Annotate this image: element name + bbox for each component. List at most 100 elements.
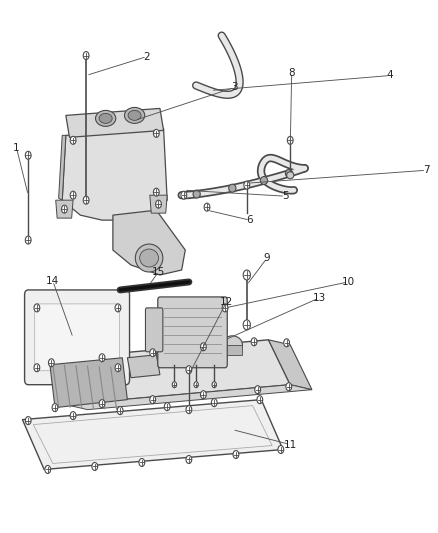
Ellipse shape bbox=[193, 190, 200, 198]
Circle shape bbox=[34, 364, 40, 372]
Ellipse shape bbox=[155, 344, 172, 359]
Circle shape bbox=[172, 382, 177, 387]
Circle shape bbox=[70, 411, 76, 419]
Circle shape bbox=[83, 196, 89, 204]
Ellipse shape bbox=[177, 343, 193, 357]
Ellipse shape bbox=[124, 108, 145, 123]
Text: 5: 5 bbox=[282, 191, 289, 201]
Circle shape bbox=[243, 320, 251, 330]
Text: 12: 12 bbox=[220, 297, 233, 307]
Polygon shape bbox=[22, 400, 283, 470]
FancyBboxPatch shape bbox=[25, 290, 130, 385]
Circle shape bbox=[25, 151, 31, 159]
Text: 10: 10 bbox=[342, 277, 355, 287]
Polygon shape bbox=[150, 195, 167, 213]
Ellipse shape bbox=[140, 249, 159, 267]
Polygon shape bbox=[62, 128, 167, 220]
FancyBboxPatch shape bbox=[158, 297, 227, 368]
Circle shape bbox=[284, 339, 290, 347]
Ellipse shape bbox=[95, 110, 116, 126]
Polygon shape bbox=[177, 350, 193, 360]
Polygon shape bbox=[59, 135, 66, 200]
Circle shape bbox=[243, 270, 251, 280]
Circle shape bbox=[83, 52, 89, 60]
Circle shape bbox=[287, 136, 293, 144]
Text: 3: 3 bbox=[231, 83, 238, 92]
Ellipse shape bbox=[260, 176, 268, 184]
Text: 14: 14 bbox=[46, 276, 60, 286]
Polygon shape bbox=[155, 352, 172, 362]
Circle shape bbox=[25, 417, 31, 425]
Ellipse shape bbox=[99, 114, 112, 123]
Polygon shape bbox=[56, 200, 73, 218]
Circle shape bbox=[286, 383, 292, 391]
Circle shape bbox=[139, 458, 145, 466]
Circle shape bbox=[92, 463, 98, 471]
Text: 11: 11 bbox=[284, 440, 297, 449]
Circle shape bbox=[186, 406, 192, 414]
Text: 8: 8 bbox=[288, 68, 295, 77]
Circle shape bbox=[244, 181, 250, 189]
Circle shape bbox=[255, 386, 261, 394]
Circle shape bbox=[99, 354, 105, 362]
Polygon shape bbox=[113, 210, 185, 275]
Ellipse shape bbox=[135, 244, 163, 272]
Circle shape bbox=[150, 395, 155, 403]
Circle shape bbox=[186, 456, 192, 464]
Circle shape bbox=[233, 450, 239, 458]
Circle shape bbox=[186, 366, 192, 374]
Circle shape bbox=[49, 359, 54, 367]
Polygon shape bbox=[222, 345, 243, 355]
Text: 1: 1 bbox=[13, 143, 20, 154]
Ellipse shape bbox=[229, 184, 236, 192]
Polygon shape bbox=[44, 340, 290, 405]
Polygon shape bbox=[127, 355, 160, 378]
Polygon shape bbox=[66, 385, 312, 410]
FancyBboxPatch shape bbox=[35, 304, 120, 371]
Text: 15: 15 bbox=[152, 267, 165, 277]
Circle shape bbox=[45, 465, 51, 473]
Text: 9: 9 bbox=[264, 253, 270, 263]
Circle shape bbox=[222, 304, 228, 312]
Circle shape bbox=[25, 236, 31, 244]
Circle shape bbox=[201, 391, 206, 399]
Ellipse shape bbox=[128, 110, 141, 120]
Text: 2: 2 bbox=[144, 52, 150, 61]
Text: 6: 6 bbox=[247, 215, 253, 225]
Circle shape bbox=[70, 136, 76, 144]
Circle shape bbox=[115, 364, 121, 372]
Circle shape bbox=[212, 382, 216, 387]
Circle shape bbox=[204, 203, 210, 211]
Circle shape bbox=[257, 395, 263, 403]
Text: 7: 7 bbox=[423, 165, 430, 175]
Circle shape bbox=[52, 403, 58, 411]
Polygon shape bbox=[268, 340, 312, 390]
Circle shape bbox=[34, 304, 40, 312]
Circle shape bbox=[181, 191, 187, 199]
Circle shape bbox=[153, 188, 159, 196]
Circle shape bbox=[194, 382, 198, 387]
Circle shape bbox=[115, 304, 121, 312]
Circle shape bbox=[150, 349, 155, 357]
Ellipse shape bbox=[286, 172, 294, 179]
Text: 13: 13 bbox=[313, 293, 326, 303]
Circle shape bbox=[99, 400, 105, 408]
Circle shape bbox=[155, 200, 161, 208]
Circle shape bbox=[212, 399, 217, 407]
Circle shape bbox=[70, 191, 76, 199]
Circle shape bbox=[153, 130, 159, 138]
Polygon shape bbox=[193, 348, 214, 358]
Polygon shape bbox=[50, 358, 127, 408]
Circle shape bbox=[117, 407, 123, 415]
Circle shape bbox=[201, 343, 206, 351]
Circle shape bbox=[278, 446, 284, 454]
Text: 4: 4 bbox=[387, 70, 393, 80]
Ellipse shape bbox=[286, 169, 293, 177]
Ellipse shape bbox=[193, 338, 214, 358]
Polygon shape bbox=[66, 108, 163, 138]
Circle shape bbox=[164, 402, 170, 410]
Ellipse shape bbox=[222, 336, 243, 354]
Circle shape bbox=[251, 338, 257, 346]
Circle shape bbox=[61, 205, 67, 213]
FancyBboxPatch shape bbox=[145, 308, 163, 352]
